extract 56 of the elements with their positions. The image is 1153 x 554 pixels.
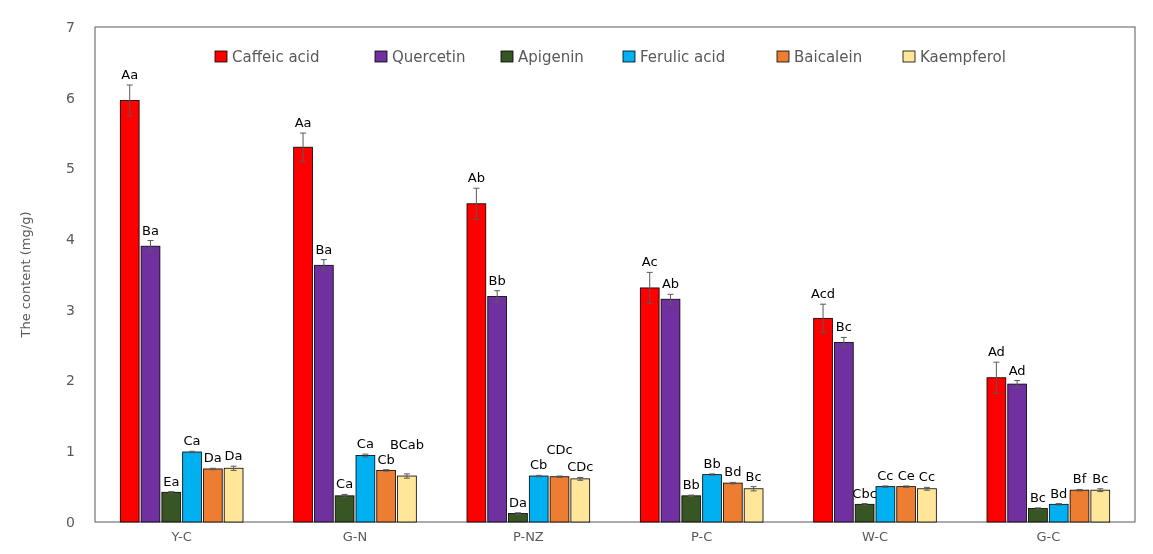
data-label: Ea	[163, 473, 180, 489]
data-label: Ce	[897, 467, 915, 483]
x-tick-label: P-C	[691, 529, 713, 544]
y-tick-label: 2	[66, 372, 75, 389]
data-label: CDc	[567, 459, 594, 475]
data-label: Bc	[745, 468, 762, 484]
data-label: Bd	[1050, 485, 1068, 501]
data-label: Ab	[467, 170, 485, 186]
y-tick-label: 3	[66, 301, 75, 318]
data-label: Bc	[1092, 470, 1109, 486]
data-label: Ca	[183, 433, 201, 449]
data-label: Aa	[121, 66, 139, 82]
data-label: Bb	[488, 272, 506, 288]
data-label: Ba	[315, 241, 333, 257]
data-label: BCab	[389, 436, 424, 452]
data-label: Da	[224, 448, 243, 464]
x-tick-label: W-C	[861, 529, 889, 544]
y-axis-title: The content (mg/g)	[18, 211, 33, 339]
data-label: Ad	[1008, 362, 1026, 378]
legend-label: Apigenin	[518, 48, 584, 67]
data-label: Ab	[661, 276, 680, 292]
data-label: Ac	[641, 254, 658, 270]
data-label: Aa	[294, 115, 312, 131]
data-label: Ca	[336, 476, 354, 492]
legend-label: Quercetin	[392, 48, 466, 67]
y-tick-label: 5	[66, 160, 75, 177]
data-label: Cb	[377, 451, 395, 467]
y-tick-label: 4	[66, 231, 76, 248]
y-tick-label: 1	[66, 443, 75, 460]
data-label: Cb	[530, 457, 548, 473]
legend-label: Ferulic acid	[640, 48, 726, 67]
data-label: Ba	[142, 222, 159, 238]
data-label: Ca	[356, 436, 374, 452]
data-label: Bd	[724, 464, 742, 480]
legend-label: Kaempferol	[920, 48, 1006, 67]
data-label: Cc	[877, 467, 894, 483]
legend-label: Baicalein	[794, 48, 863, 67]
data-label: Acd	[811, 286, 836, 302]
y-tick-label: 0	[66, 513, 75, 530]
data-label: Cc	[918, 469, 936, 485]
x-tick-label: Y-C	[170, 529, 192, 544]
y-tick-label: 6	[66, 89, 76, 106]
data-label: Bc	[835, 319, 852, 335]
data-label: Da	[203, 450, 222, 466]
data-label: Bc	[1029, 489, 1046, 505]
legend-label: Caffeic acid	[232, 48, 320, 67]
y-tick-label: 7	[66, 18, 75, 35]
data-label: Ad	[987, 344, 1005, 360]
data-label: Da	[508, 494, 527, 510]
data-label: Bf	[1072, 471, 1087, 487]
x-tick-label: G-N	[342, 529, 368, 544]
x-tick-label: P-NZ	[512, 529, 544, 544]
data-label: Bb	[682, 477, 700, 493]
data-label: CDc	[546, 442, 573, 458]
data-label: Bb	[703, 455, 721, 471]
x-tick-label: G-C	[1036, 529, 1061, 544]
